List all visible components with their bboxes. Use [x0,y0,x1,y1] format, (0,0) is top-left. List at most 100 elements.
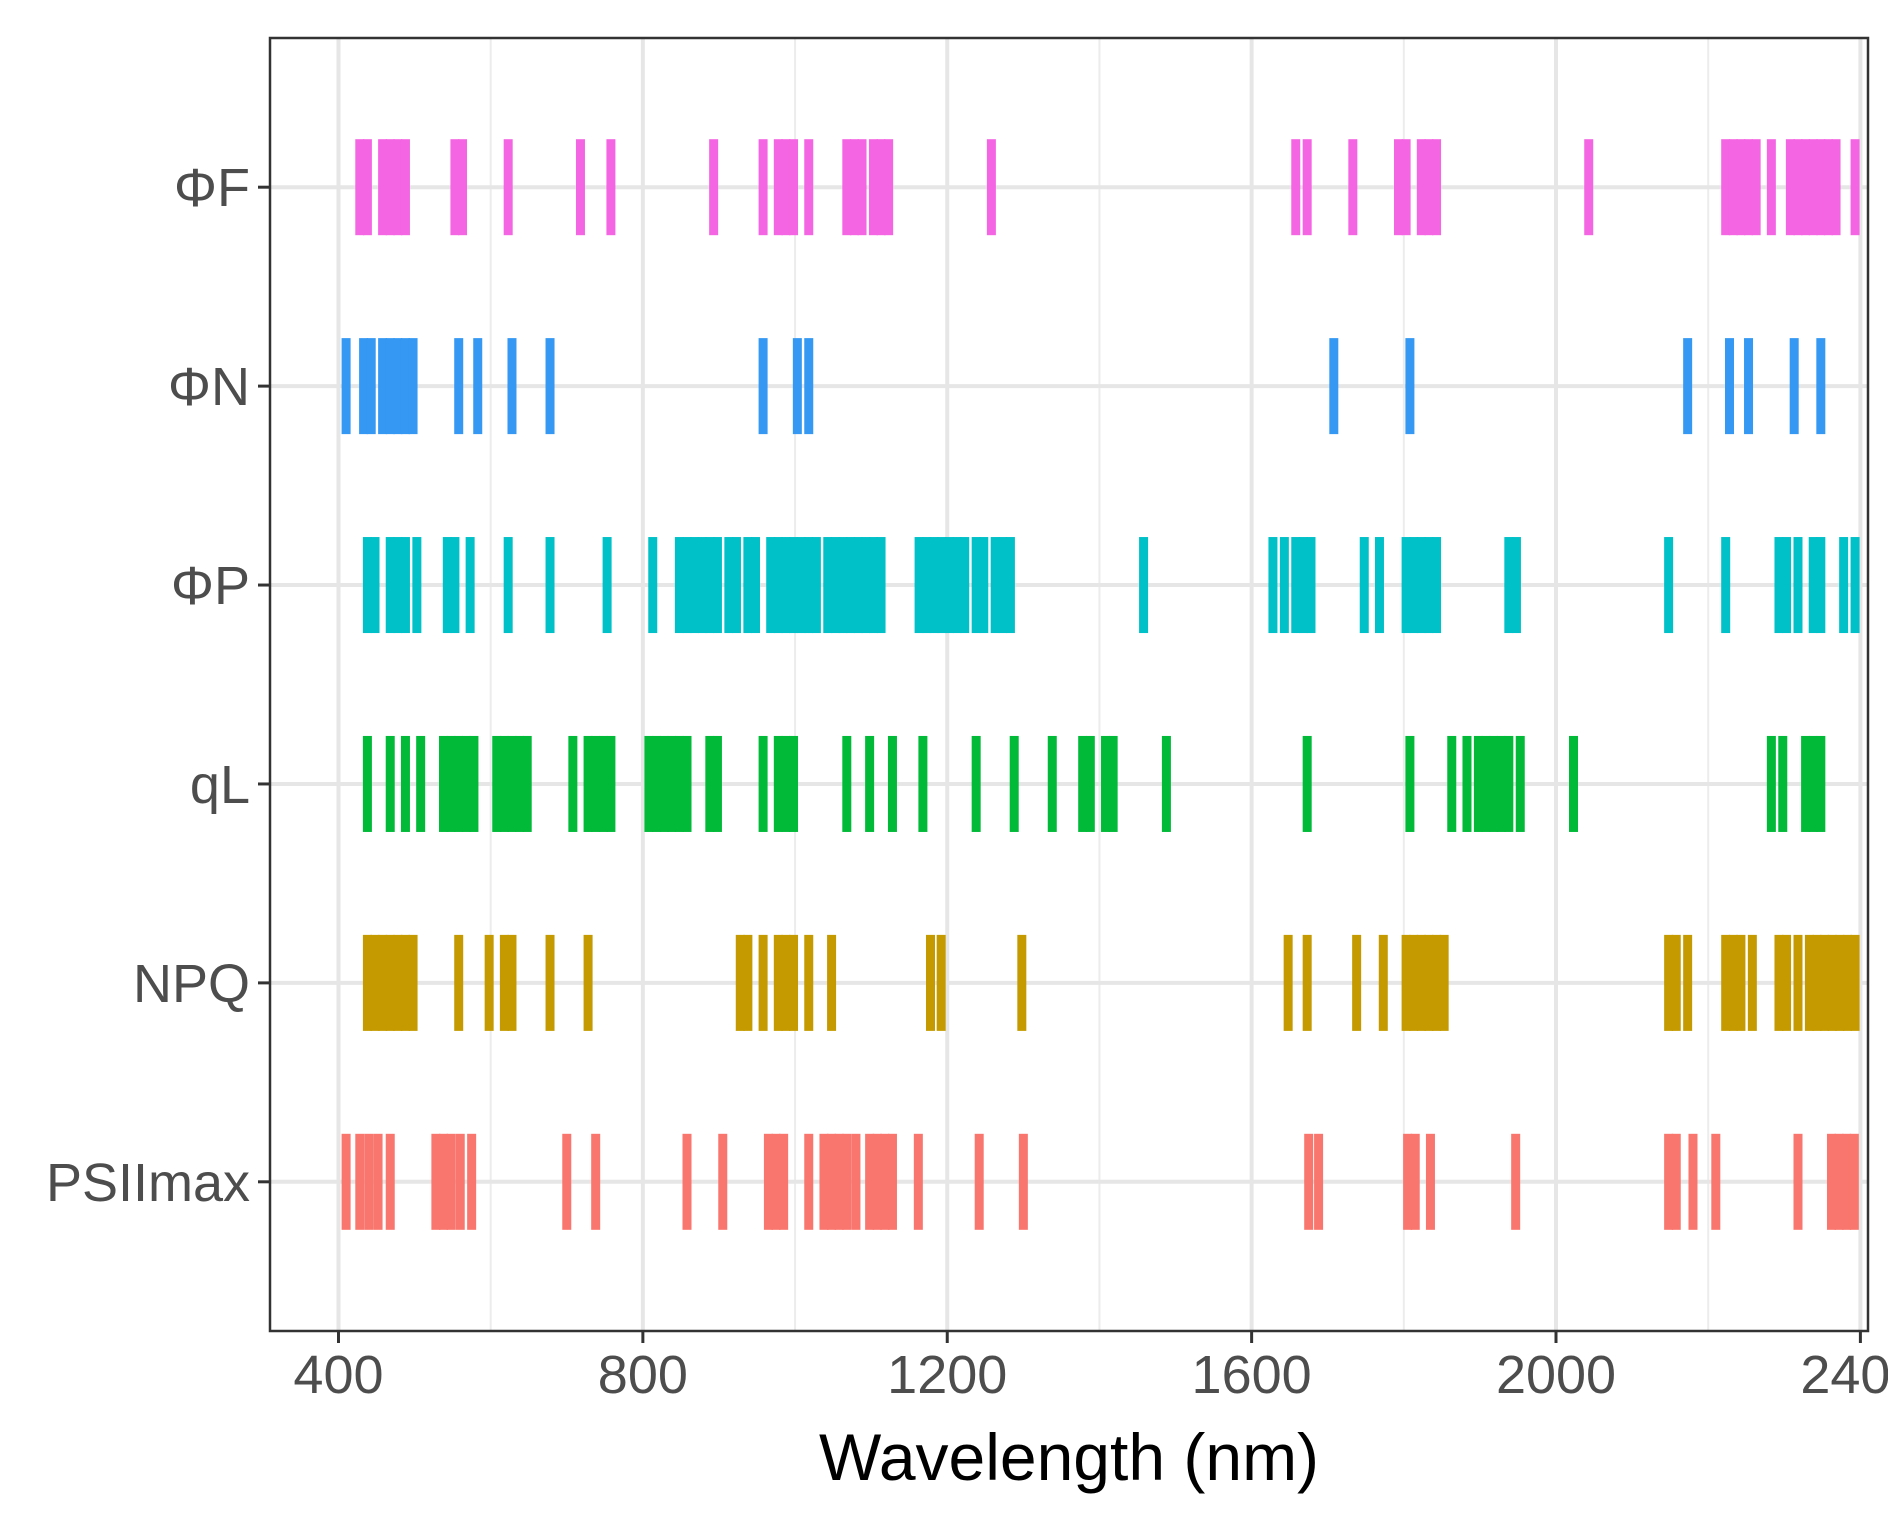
wavelength-mark [1298,537,1308,634]
wavelength-mark [562,1133,572,1230]
wavelength-mark [823,537,833,634]
wavelength-mark [1789,338,1799,435]
wavelength-mark [412,537,422,634]
wavelength-mark [974,1133,984,1230]
wavelength-mark [545,934,555,1031]
y-tick-label: PSIImax [46,1153,250,1213]
series-PSIImax [341,1133,1859,1230]
wavelength-mark [1424,139,1434,236]
wavelength-mark [446,1133,456,1230]
wavelength-mark [979,537,989,634]
y-axis: PSIImax NPQ qL ΦP ΦN ΦF [46,158,270,1213]
wavelength-mark [446,735,456,832]
wavelength-mark [461,735,471,832]
wavelength-mark [606,735,616,832]
wavelength-mark [804,338,814,435]
wavelength-mark [1416,934,1426,1031]
wavelength-mark [1721,934,1731,1031]
wavelength-mark [865,735,875,832]
wavelength-mark [1793,537,1803,634]
wavelength-mark [771,1133,781,1230]
wavelength-mark [1462,735,1472,832]
wavelength-mark [1085,735,1095,832]
wavelength-mark [606,139,616,236]
wavelength-mark [861,537,871,634]
wavelength-mark [438,735,448,832]
wavelength-mark [1736,934,1746,1031]
wavelength-mark [370,537,380,634]
wavelength-mark [385,735,395,832]
wavelength-mark [492,735,502,832]
wavelength-mark [1425,1133,1435,1230]
wavelength-mark [583,735,593,832]
wavelength-mark [1808,139,1818,236]
wavelength-mark [591,1133,601,1230]
wavelength-mark [1816,735,1826,832]
wavelength-mark [503,139,513,236]
wavelength-mark [936,934,946,1031]
wavelength-mark [1808,537,1818,634]
wavelength-mark [876,537,886,634]
wavelength-mark [682,537,692,634]
wavelength-mark [779,1133,789,1230]
wavelength-mark [827,934,837,1031]
wavelength-mark [1835,934,1845,1031]
wavelength-mark [914,537,924,634]
wavelength-mark [378,338,388,435]
wavelength-mark [341,1133,351,1230]
wavelength-mark [842,139,852,236]
wavelength-mark [819,1133,829,1230]
wavelength-mark [937,537,947,634]
wavelength-mark [792,338,802,435]
wavelength-mark [1766,735,1776,832]
wavelength-mark [773,735,783,832]
wavelength-mark [743,934,753,1031]
wavelength-mark [503,537,513,634]
wavelength-mark [359,338,369,435]
wavelength-mark [659,735,669,832]
wavelength-mark [362,735,372,832]
wavelength-mark [545,537,555,634]
wavelength-mark [1823,139,1833,236]
wavelength-mark [773,934,783,1031]
wavelength-mark [575,139,585,236]
wavelength-mark [724,537,734,634]
wavelength-mark [971,735,981,832]
series-ΦP [362,537,1860,634]
series-ΦN [341,338,1826,435]
wavelength-mark [763,1133,773,1230]
wavelength-mark [1804,934,1814,1031]
wavelength-mark [467,1133,477,1230]
wavelength-mark [834,1133,844,1230]
wavelength-mark [1424,934,1434,1031]
wavelength-mark [1793,934,1803,1031]
x-tick-label: 800 [598,1345,688,1405]
wavelength-mark [674,537,684,634]
wavelength-mark [1302,139,1312,236]
wavelength-mark [400,139,410,236]
wavelength-mark [1306,537,1316,634]
wavelength-mark [1850,934,1860,1031]
wavelength-mark [913,1133,923,1230]
wavelength-mark [690,537,700,634]
wavelength-mark [385,139,395,236]
wavelength-mark [1793,1133,1803,1230]
wavelength-mark [857,139,867,236]
wavelength-mark [484,934,494,1031]
wavelength-mark [804,537,814,634]
wavelength-mark [652,735,662,832]
wavelength-mark [1850,537,1860,634]
wavelength-mark [876,139,886,236]
wavelength-mark [1721,537,1731,634]
x-tick-label: 400 [293,1345,383,1405]
wavelength-mark [758,139,768,236]
wavelength-mark [1432,537,1442,634]
x-axis-title: Wavelength (nm) [819,1420,1319,1494]
wavelength-mark [1473,735,1483,832]
wavelength-mark [1352,934,1362,1031]
wavelength-mark [1842,934,1852,1031]
wavelength-mark [1664,1133,1674,1230]
wavelength-mark [507,735,517,832]
wavelength-mark [499,735,509,832]
wavelength-mark [952,537,962,634]
